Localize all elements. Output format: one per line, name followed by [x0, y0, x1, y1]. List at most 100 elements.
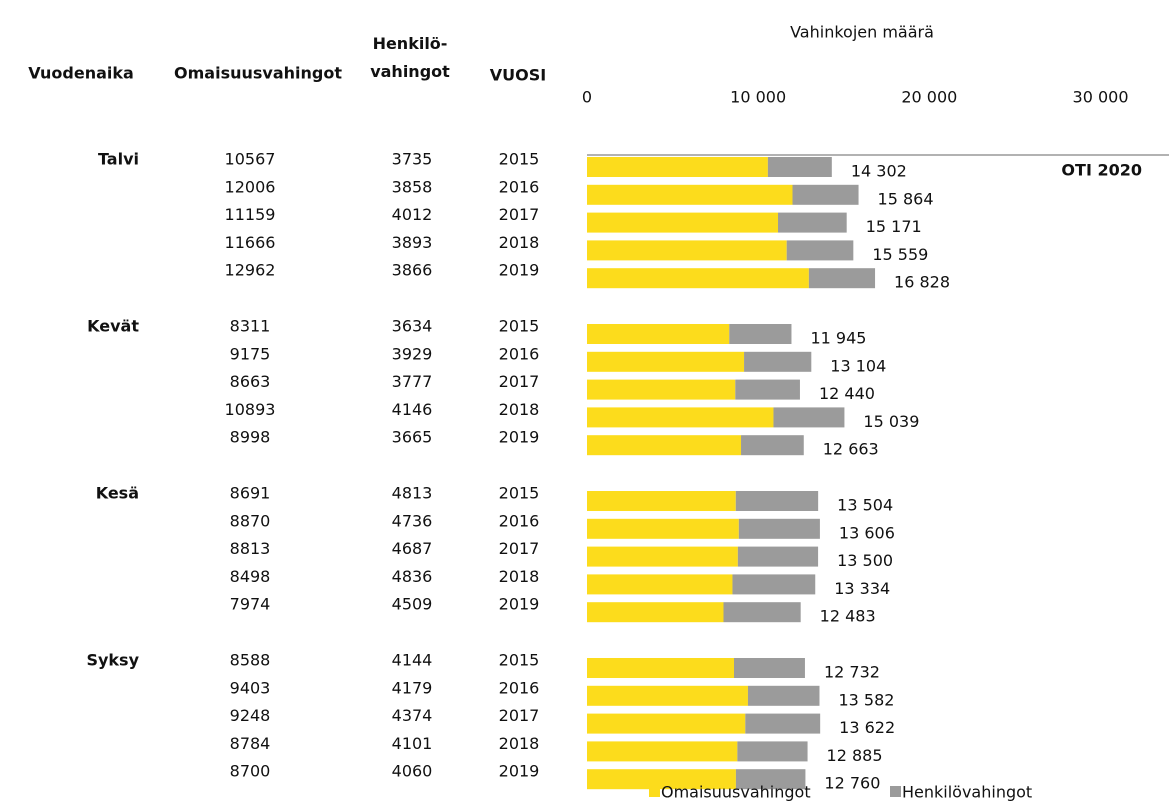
cell: 9248	[230, 706, 271, 725]
cell: 8813	[230, 539, 271, 558]
legend-swatch	[649, 786, 660, 797]
total-label: 12 483	[820, 607, 876, 626]
bar-segment	[587, 268, 809, 289]
group-label: Talvi	[98, 150, 139, 169]
bar-segment	[792, 184, 859, 205]
cell: 3866	[392, 261, 433, 280]
cell: 2015	[499, 317, 540, 336]
axis-title: Vahinkojen määrä	[790, 23, 934, 42]
bar-segment	[744, 351, 812, 372]
cell: 10567	[225, 150, 276, 169]
bar-segment	[747, 685, 820, 706]
cell: 2017	[499, 539, 540, 558]
cell: 12006	[225, 177, 276, 196]
total-label: 13 104	[830, 356, 886, 375]
cell: 4836	[392, 567, 433, 586]
bar-segment	[773, 407, 845, 428]
bar-segment	[587, 435, 742, 456]
cell: 9403	[230, 678, 271, 697]
cell: 4374	[392, 706, 433, 725]
cell: 2016	[499, 511, 540, 530]
x-tick-label: 20 000	[901, 88, 957, 107]
total-label: 13 622	[839, 718, 895, 737]
cell: 8498	[230, 567, 271, 586]
total-label: 13 504	[837, 496, 893, 515]
column-header: Omaisuusvahingot	[174, 64, 342, 83]
x-tick-label: 10 000	[730, 88, 786, 107]
cell: 3735	[392, 150, 433, 169]
total-label: 13 334	[834, 579, 890, 598]
total-label: 12 440	[819, 384, 875, 403]
group-label: Kesä	[96, 484, 139, 503]
cell: 2016	[499, 678, 540, 697]
cell: 4813	[392, 484, 433, 503]
cell: 2016	[499, 177, 540, 196]
cell: 2019	[499, 762, 540, 781]
bar-segment	[587, 546, 738, 567]
bar-segment	[587, 574, 733, 595]
bar-segment	[723, 602, 801, 623]
bar-segment	[587, 491, 736, 511]
bar-segment	[735, 379, 800, 400]
total-label: 12 760	[824, 774, 880, 793]
bar-segment	[778, 212, 847, 233]
cell: 8870	[230, 511, 271, 530]
cell: 4012	[392, 205, 433, 224]
cell: 2017	[499, 205, 540, 224]
bar-segment	[735, 491, 819, 511]
cell: 8588	[230, 651, 271, 670]
annotation: OTI 2020	[1061, 161, 1142, 180]
bar-segment	[587, 685, 748, 706]
group-label: Syksy	[86, 651, 139, 670]
bar-segment	[741, 435, 804, 456]
cell: 4101	[392, 734, 433, 753]
cell: 3665	[392, 428, 433, 447]
total-label: 15 171	[866, 217, 922, 236]
bar-segment	[587, 379, 736, 400]
bar-segment	[745, 713, 821, 734]
legend-label: Omaisuusvahingot	[661, 783, 811, 802]
cell: 2018	[499, 734, 540, 753]
cell: 8998	[230, 428, 271, 447]
cell: 3858	[392, 177, 433, 196]
bar-segment	[735, 769, 806, 790]
bar-segment	[587, 324, 730, 344]
cell: 2019	[499, 428, 540, 447]
bar-segment	[737, 741, 808, 762]
legend-swatch	[890, 786, 901, 797]
cell: 4146	[392, 400, 433, 419]
total-label: 12 663	[823, 440, 879, 459]
cell: 8691	[230, 484, 271, 503]
cell: 2018	[499, 233, 540, 252]
total-label: 13 606	[839, 523, 895, 542]
cell: 9175	[230, 344, 271, 363]
bar-segment	[587, 769, 736, 790]
cell: 4144	[392, 651, 433, 670]
cell: 7974	[230, 595, 271, 614]
cell: 3893	[392, 233, 433, 252]
bar-segment	[786, 240, 854, 261]
cell: 4060	[392, 762, 433, 781]
bar-segment	[587, 658, 735, 678]
cell: 2018	[499, 567, 540, 586]
cell: 3777	[392, 372, 433, 391]
cell: 2019	[499, 595, 540, 614]
total-label: 15 559	[872, 245, 928, 264]
cell: 2015	[499, 651, 540, 670]
cell: 12962	[225, 261, 276, 280]
bar-segment	[587, 518, 739, 539]
bar-segment	[587, 713, 746, 734]
total-label: 13 582	[838, 690, 894, 709]
column-header: VUOSI	[490, 66, 546, 85]
bar-segment	[587, 741, 738, 762]
bar-segment	[738, 518, 820, 539]
total-label: 15 039	[863, 412, 919, 431]
cell: 2017	[499, 372, 540, 391]
cell: 8784	[230, 734, 271, 753]
total-label: 13 500	[837, 551, 893, 570]
bar-segment	[587, 351, 745, 372]
cell: 4687	[392, 539, 433, 558]
total-label: 11 945	[810, 329, 866, 348]
cell: 4736	[392, 511, 433, 530]
